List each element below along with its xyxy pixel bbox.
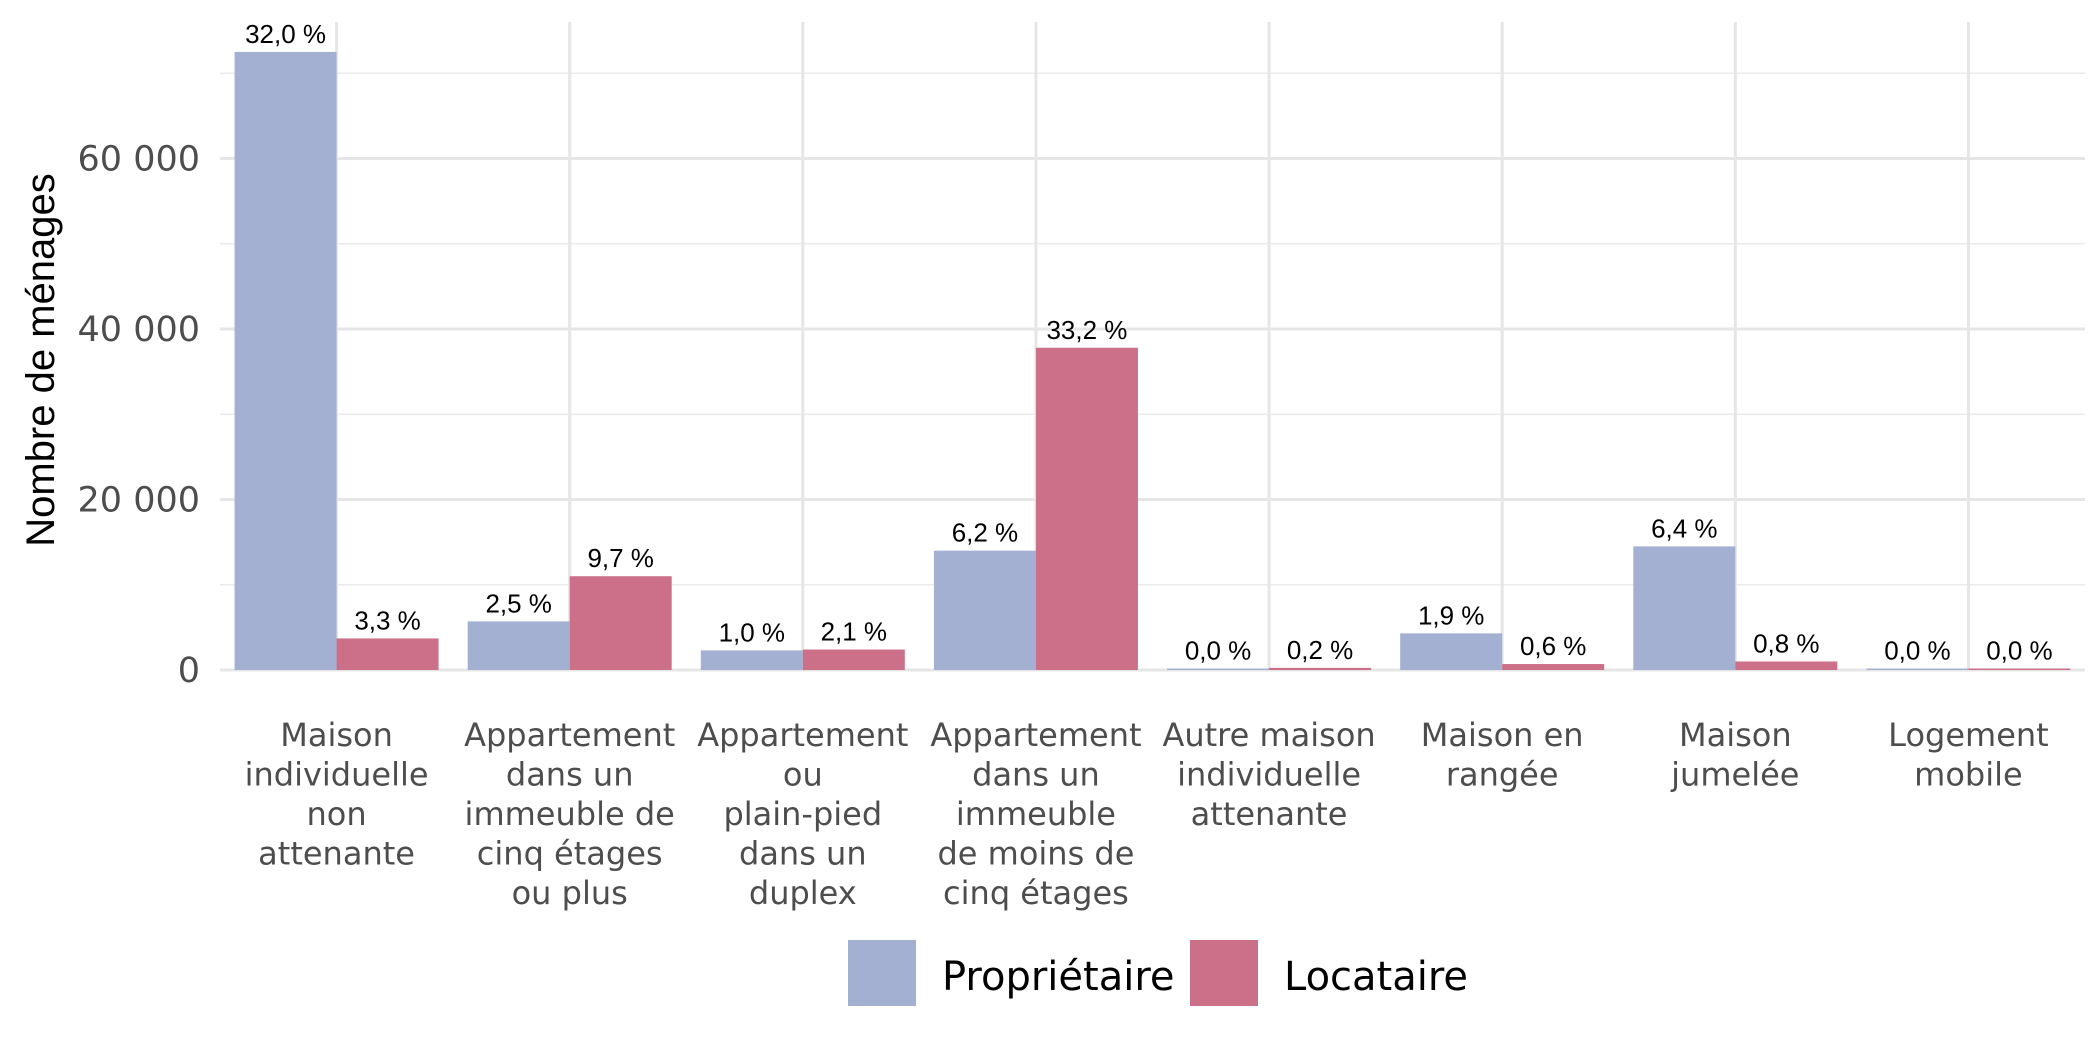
data-label: 0,8 % [1753, 628, 1820, 658]
y-axis-label: Nombre de ménages [19, 173, 63, 547]
bar-locataire[interactable] [1035, 347, 1138, 670]
y-tick-label: 0 [178, 651, 200, 691]
data-label: 1,9 % [1418, 600, 1485, 630]
data-label: 1,0 % [719, 617, 786, 647]
bar-locataire[interactable] [1735, 661, 1838, 670]
data-label: 0,0 % [1185, 636, 1252, 666]
bar-locataire[interactable] [1968, 668, 2071, 671]
data-label: 0,6 % [1520, 631, 1587, 661]
y-tick-label: 60 000 [78, 140, 200, 180]
data-label: 32,0 % [245, 19, 326, 49]
bar-locataire[interactable] [336, 638, 439, 670]
data-label: 3,3 % [354, 605, 421, 635]
x-category-label: Maison individuelle non attenante [245, 716, 429, 873]
bar-locataire[interactable] [569, 576, 672, 670]
data-label: 0,2 % [1287, 635, 1354, 665]
bar-locataire[interactable] [1502, 664, 1605, 670]
legend-swatch-proprietaire [848, 940, 916, 1006]
bar-locataire[interactable] [1269, 667, 1372, 670]
x-category-label: Logement mobile [1888, 716, 2049, 794]
data-label: 33,2 % [1046, 315, 1127, 345]
data-label: 6,4 % [1651, 513, 1718, 543]
data-label: 0,0 % [1986, 636, 2053, 666]
bar-proprietaire[interactable] [1400, 633, 1503, 670]
data-label: 6,2 % [952, 518, 1019, 548]
data-label: 9,7 % [587, 543, 654, 573]
bar-proprietaire[interactable] [700, 650, 803, 670]
bars [234, 51, 2071, 671]
bar-proprietaire[interactable] [1866, 668, 1969, 671]
grid [220, 22, 2085, 672]
data-label: 2,5 % [485, 588, 552, 618]
y-tick-label: 40 000 [78, 310, 200, 350]
bar-proprietaire[interactable] [1633, 546, 1736, 670]
data-label: 0,0 % [1884, 636, 1951, 666]
x-category-label: Maison en rangée [1421, 716, 1584, 794]
x-category-label: Appartement dans un immeuble de moins de cin… [930, 716, 1141, 912]
bar-proprietaire[interactable] [467, 621, 570, 670]
bar-proprietaire[interactable] [234, 51, 337, 670]
y-tick-label: 20 000 [78, 481, 200, 521]
x-category-label: Appartement dans un immeuble de cinq étages… [464, 716, 675, 912]
bar-proprietaire[interactable] [933, 550, 1036, 670]
legend-label-proprietaire[interactable]: Propriétaire [942, 954, 1175, 1000]
bar-proprietaire[interactable] [1167, 668, 1270, 671]
x-category-label: Appartement ou plain-pied dans un duplex [697, 716, 908, 912]
data-label: 2,1 % [821, 617, 888, 647]
x-category-labels: Maison individuelle non attenanteAppartemen… [245, 716, 2049, 912]
legend-swatch-locataire [1190, 940, 1258, 1006]
data-labels: 32,0 % 2,5 % 1,0 % 6,2 % 0,0 % 1,9 % 6,4 % 0,0 … [245, 19, 2053, 666]
x-category-label: Autre maison individuelle attenante [1162, 716, 1375, 833]
legend: Propriétaire Locataire [848, 940, 1468, 1006]
bar-locataire[interactable] [802, 649, 905, 670]
x-category-label: Maison jumelée [1670, 716, 1799, 794]
legend-label-locataire[interactable]: Locataire [1284, 954, 1468, 1000]
y-tick-labels: 0 20 000 40 000 60 000 [78, 140, 200, 692]
